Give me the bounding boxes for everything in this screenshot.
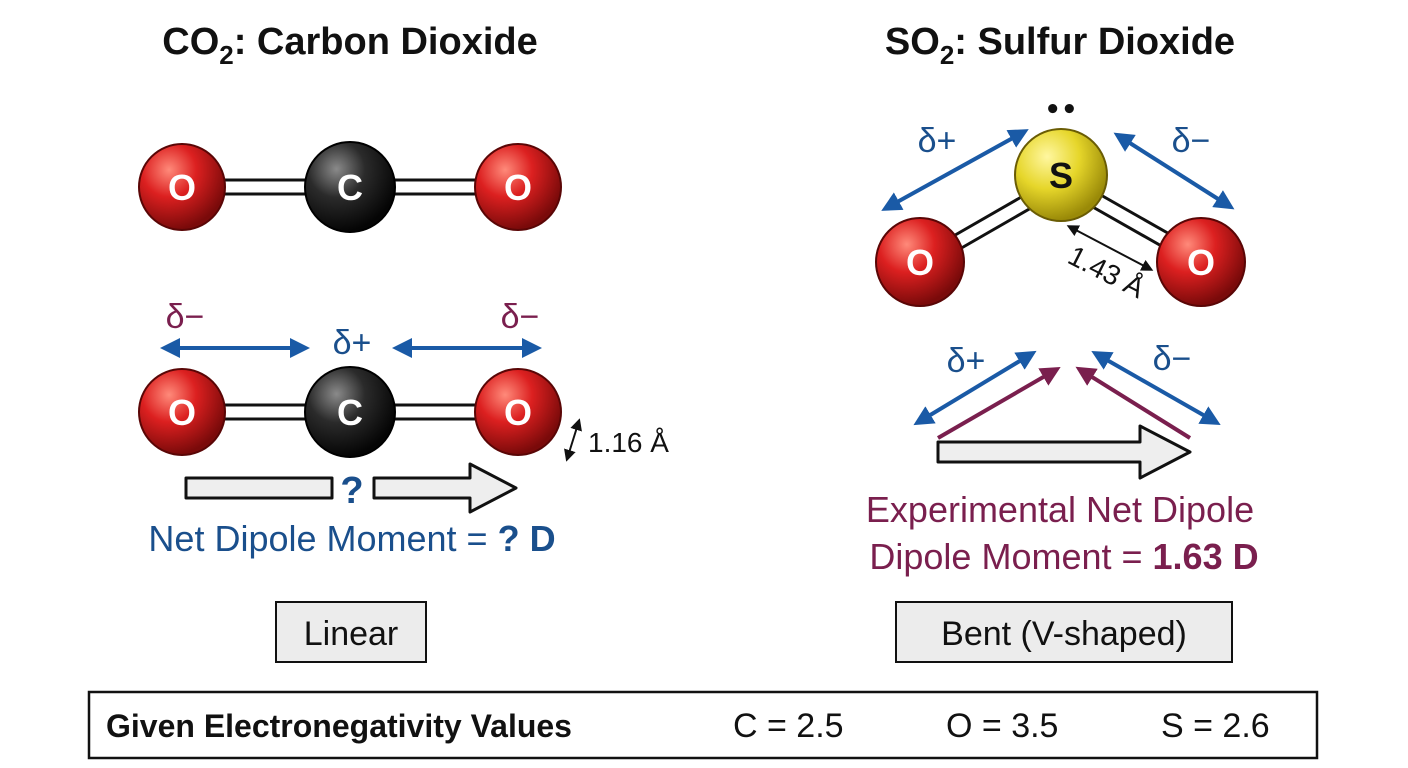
carbon-atom: C [304, 141, 396, 233]
so2-bond-vector-left [936, 366, 1061, 440]
oxygen-atom-right: O [474, 368, 562, 456]
co2-title: CO2: Carbon Dioxide [162, 21, 538, 70]
carbon-atom: C [304, 366, 396, 458]
co2-net-dipole-unknown: ? [340, 470, 363, 512]
so2-experimental-line1: Experimental Net Dipole [866, 489, 1254, 530]
so2-shape-box [895, 601, 1233, 663]
so2-bond-length-marker [1066, 225, 1154, 271]
svg-text:O: O [168, 392, 196, 433]
co2-net-dipole-text: Net Dipole Moment = ? D [148, 518, 555, 559]
co2-double-bond-right [380, 178, 490, 196]
so2-bond-dipole-arrow-right [1113, 132, 1235, 210]
so2-delta-vector-right: δ− [1153, 340, 1192, 378]
co2-delta-carbon: δ+ [333, 324, 372, 362]
co2-double-bond-left [210, 178, 320, 196]
so2-experimental-line2: Dipole Moment = 1.63 D [869, 536, 1258, 577]
oxygen-atom-right: O [474, 143, 562, 231]
so2-vector-dipole-arrow-left [913, 350, 1037, 426]
co2-shape-box [275, 601, 427, 663]
svg-text:S: S [1049, 155, 1073, 196]
co2-molecule-bottom: O C O [138, 366, 562, 458]
co2-molecule-top: O C O [138, 141, 562, 233]
svg-text:O: O [504, 167, 532, 208]
so2-bond-length: 1.43 Å [1063, 240, 1149, 305]
so2-bond-dipole-arrow-left [881, 129, 1029, 211]
co2-shape-label: Linear [304, 615, 399, 653]
so2-delta-top-right: δ− [1172, 122, 1211, 160]
sulfur-atom: S [1014, 128, 1108, 222]
svg-text:O: O [1187, 242, 1215, 283]
svg-text:O: O [504, 392, 532, 433]
co2-net-dipole-arrow [184, 462, 518, 514]
so2-delta-vector-left: δ+ [947, 342, 986, 380]
co2-delta-right: δ− [501, 298, 540, 336]
so2-bond-vector-right [1075, 366, 1192, 440]
svg-text:C: C [337, 392, 363, 433]
so2-delta-top-left: δ+ [918, 122, 957, 160]
svg-text:O: O [906, 242, 934, 283]
oxygen-atom-left: O [138, 143, 226, 231]
oxygen-atom-left: O [875, 217, 965, 307]
oxygen-atom-right: O [1156, 217, 1246, 307]
co2-bond-length: 1.16 Å [588, 427, 669, 458]
electronegativity-value-c: C = 2.5 [733, 707, 844, 745]
electronegativity-box [87, 690, 1319, 760]
so2-vector-dipole-arrow-right [1091, 351, 1221, 425]
svg-text:O: O [168, 167, 196, 208]
electronegativity-label: Given Electronegativity Values [106, 708, 572, 744]
so2-shape-label: Bent (V-shaped) [941, 615, 1187, 653]
oxygen-atom-left: O [138, 368, 226, 456]
electronegativity-value-s: S = 2.6 [1161, 707, 1270, 745]
co2-bond-length-marker [564, 418, 582, 462]
so2-title: SO2: Sulfur Dioxide [885, 21, 1235, 70]
electronegativity-value-o: O = 3.5 [946, 707, 1058, 745]
svg-text:C: C [337, 167, 363, 208]
so2-lone-pair: •• [1044, 95, 1077, 125]
so2-net-dipole-arrow [936, 424, 1192, 480]
co2-delta-left: δ− [166, 298, 205, 336]
